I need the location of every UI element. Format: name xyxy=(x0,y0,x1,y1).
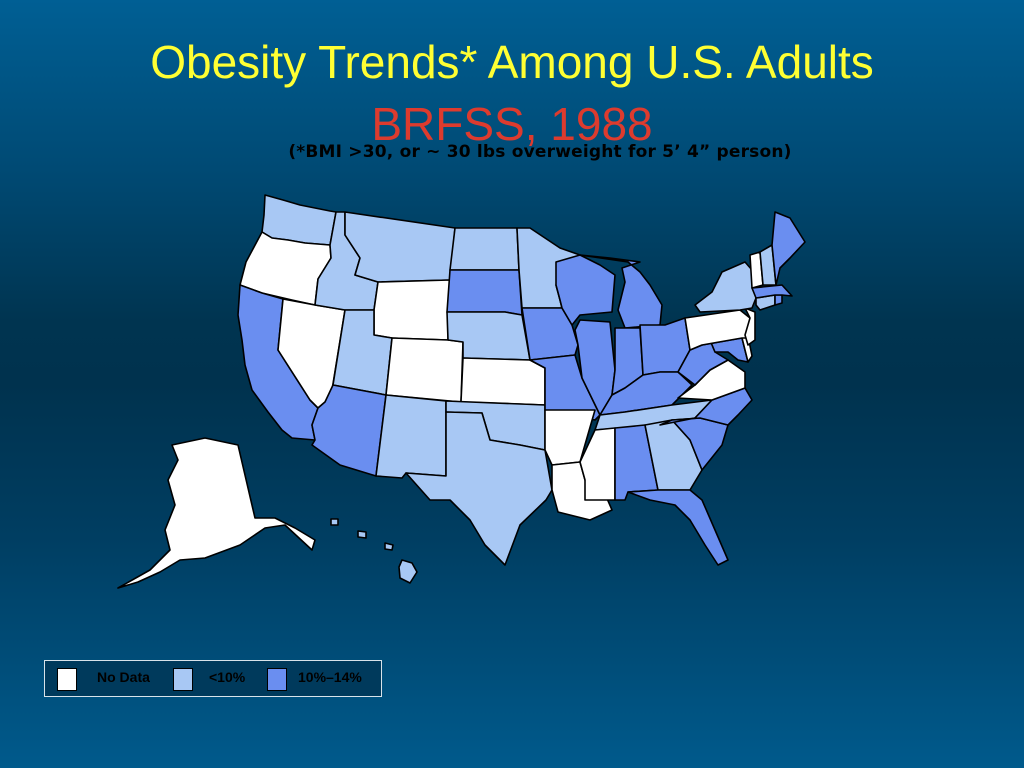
state-hawaii-kauai xyxy=(330,518,339,526)
state-colorado xyxy=(385,337,464,403)
state-wyoming xyxy=(373,279,451,341)
state-hawaii-island xyxy=(398,559,418,584)
state-south-dakota xyxy=(446,269,523,316)
state-new-mexico xyxy=(375,394,447,479)
state-hawaii-maui xyxy=(384,542,394,551)
legend-label-no-data: No Data xyxy=(97,669,150,685)
legend-swatch-lt10 xyxy=(173,668,193,691)
state-north-carolina xyxy=(659,387,753,426)
slide-title: Obesity Trends* Among U.S. Adults xyxy=(150,36,874,88)
state-north-dakota xyxy=(449,227,520,271)
legend-label-10-14: 10%–14% xyxy=(298,669,362,685)
map-legend: No Data <10% 10%–14% xyxy=(44,660,382,697)
state-montana xyxy=(344,211,456,283)
state-florida xyxy=(627,489,729,566)
state-texas xyxy=(405,411,553,566)
legend-label-lt10: <10% xyxy=(209,669,246,685)
legend-swatch-10-14 xyxy=(267,668,287,691)
state-new-jersey xyxy=(744,307,756,346)
state-massachusetts xyxy=(751,284,793,299)
state-wisconsin xyxy=(555,254,616,326)
state-maine xyxy=(771,211,806,286)
slide-subtitle: BRFSS, 1988 xyxy=(371,98,653,150)
bmi-footnote: (*BMI >30, or ~ 30 lbs overweight for 5’… xyxy=(288,142,792,162)
state-missouri xyxy=(529,354,601,421)
state-alaska xyxy=(117,437,316,589)
state-new-york xyxy=(694,261,757,313)
state-kansas xyxy=(460,357,546,406)
state-pennsylvania xyxy=(684,309,751,351)
legend-swatch-no-data xyxy=(57,668,77,691)
state-rhode-island xyxy=(774,294,783,306)
state-hawaii-oahu xyxy=(357,530,367,539)
